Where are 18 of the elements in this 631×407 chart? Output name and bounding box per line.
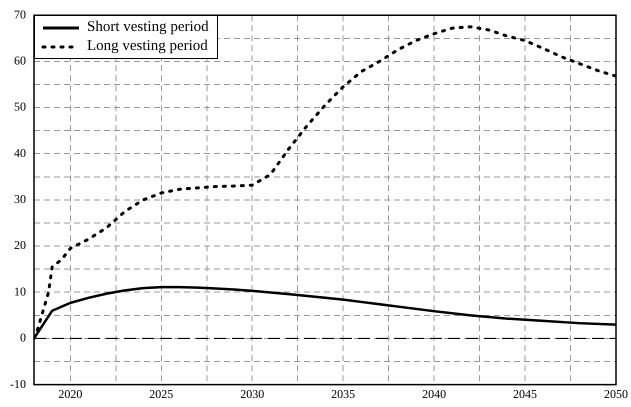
x-tick-label: 2025: [149, 386, 174, 401]
legend-label: Short vesting period: [86, 18, 209, 38]
legend-label: Long vesting period: [86, 37, 208, 56]
y-tick-label: 30: [14, 192, 26, 206]
y-tick-label: 10: [14, 284, 26, 298]
x-tick-label: 2030: [240, 386, 264, 401]
x-tick-label: 2040: [422, 386, 446, 401]
x-tick-label: 2035: [331, 386, 356, 401]
y-tick-label: 20: [14, 238, 26, 252]
y-tick-label: 70: [14, 7, 26, 22]
y-tick-label: 0: [20, 330, 26, 345]
x-tick-label: 2050: [604, 386, 628, 401]
y-tick-label: 60: [14, 54, 26, 68]
y-tick-label: 40: [14, 146, 26, 160]
x-tick-label: 2045: [513, 386, 538, 401]
y-tick-label: 50: [14, 100, 26, 114]
y-tick-label: -10: [10, 376, 26, 391]
x-tick-label: 2020: [58, 386, 82, 401]
